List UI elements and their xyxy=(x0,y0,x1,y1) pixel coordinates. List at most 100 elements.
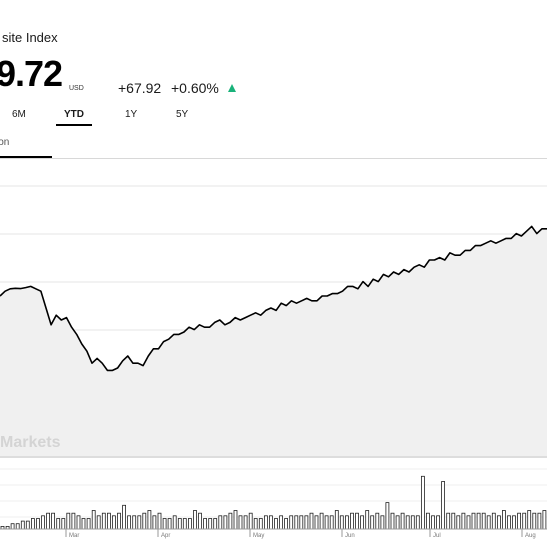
volume-bar xyxy=(400,512,405,530)
x-axis-labels: Mar Apr May Jun Jul Aug xyxy=(65,529,536,539)
volume-bar xyxy=(299,515,304,530)
volume-bar xyxy=(127,515,131,530)
volume-bar xyxy=(25,520,30,530)
price-change: +67.92 xyxy=(118,80,162,96)
volume-bar xyxy=(147,510,152,530)
price-area xyxy=(0,226,547,456)
volume-bar xyxy=(157,512,162,530)
volume-bar xyxy=(46,512,50,530)
x-tick-label: Mar xyxy=(69,533,79,539)
volume-bar xyxy=(274,518,278,530)
volume-bar xyxy=(395,515,400,530)
volume-bar xyxy=(431,515,435,530)
volume-bar xyxy=(20,520,25,530)
volume-bar xyxy=(76,515,81,530)
active-tab-underline xyxy=(56,124,92,126)
volume-bar xyxy=(446,512,451,530)
volume-bar xyxy=(208,518,213,530)
volume-bar xyxy=(405,515,410,530)
volume-bar xyxy=(294,515,299,530)
price-line xyxy=(0,225,547,372)
volume-bar xyxy=(112,515,116,530)
volume-bar xyxy=(496,515,501,530)
volume-bar xyxy=(370,515,375,530)
volume-bar xyxy=(304,515,309,530)
volume-bar xyxy=(36,518,40,530)
volume-bar xyxy=(228,512,233,530)
x-tick-label: Jul xyxy=(433,533,441,539)
volume-bar xyxy=(30,518,35,530)
x-tick-label: Aug xyxy=(525,533,536,539)
volume-bars xyxy=(0,475,547,530)
volume-bar xyxy=(101,512,106,530)
volume-bar xyxy=(289,515,294,530)
volume-bar xyxy=(380,515,385,530)
range-tab-1y[interactable]: 1Y xyxy=(125,109,138,120)
volume-bar xyxy=(501,510,506,530)
volume-bar xyxy=(187,518,192,530)
volume-bar xyxy=(213,518,218,530)
volume-bar xyxy=(10,523,15,530)
volume-bar xyxy=(461,512,466,530)
volume-bar xyxy=(66,512,71,530)
volume-bar xyxy=(537,512,542,530)
range-tab-5y[interactable]: 5Y xyxy=(176,109,189,120)
volume-bar xyxy=(162,518,167,530)
volume-bar xyxy=(471,512,476,530)
volume-bar xyxy=(61,518,66,530)
volume-bar xyxy=(279,515,284,530)
volume-bar xyxy=(410,515,415,530)
volume-bar xyxy=(339,515,344,530)
volume-bar xyxy=(253,518,258,530)
volume-bar xyxy=(486,515,491,530)
volume-bar xyxy=(198,512,202,530)
volume-bar xyxy=(334,510,339,530)
volume-bar xyxy=(132,515,137,530)
volume-bar xyxy=(532,512,537,530)
volume-bar xyxy=(193,510,197,530)
volume-bar xyxy=(284,518,289,530)
volume-bar xyxy=(137,515,142,530)
x-tick-label: Jun xyxy=(345,533,355,539)
volume-bar xyxy=(203,518,208,530)
volume-bar xyxy=(107,512,111,530)
chart-subtab[interactable]: ion xyxy=(0,137,10,148)
volume-bar xyxy=(86,518,91,530)
volume-bar xyxy=(375,512,380,530)
volume-bar xyxy=(81,518,86,530)
volume-bar xyxy=(223,515,228,530)
volume-bar xyxy=(71,512,76,530)
volume-bar xyxy=(152,515,157,530)
volume-bar xyxy=(512,515,516,530)
price-change-percent: +0.60% xyxy=(171,80,219,96)
volume-bar xyxy=(258,518,263,530)
volume-bar xyxy=(238,515,243,530)
volume-bar xyxy=(324,515,329,530)
volume-bar xyxy=(167,518,172,530)
current-price: 9.72 xyxy=(0,53,63,94)
volume-bar xyxy=(425,512,430,530)
volume-bar xyxy=(451,512,456,530)
volume-bar xyxy=(319,512,324,530)
volume-bar xyxy=(350,512,354,530)
volume-bar xyxy=(268,515,273,530)
currency-label: USD xyxy=(69,85,84,92)
volume-bar xyxy=(542,510,547,530)
volume-bar xyxy=(51,512,55,530)
volume-bar xyxy=(441,481,446,530)
volume-bar xyxy=(329,515,334,530)
volume-bar xyxy=(91,510,96,530)
volume-bar xyxy=(456,515,461,530)
volume-bar xyxy=(172,515,177,530)
volume-bar xyxy=(15,523,20,530)
range-tab-6m[interactable]: 6M xyxy=(12,109,26,120)
range-tab-ytd[interactable]: YTD xyxy=(64,109,84,120)
volume-bar xyxy=(122,504,126,530)
volume-bar xyxy=(527,510,532,530)
volume-bar xyxy=(56,518,61,530)
volume-bar xyxy=(390,512,395,530)
volume-bar xyxy=(415,515,420,530)
x-tick-label: May xyxy=(253,533,264,539)
watermark-text: Markets xyxy=(0,434,61,451)
